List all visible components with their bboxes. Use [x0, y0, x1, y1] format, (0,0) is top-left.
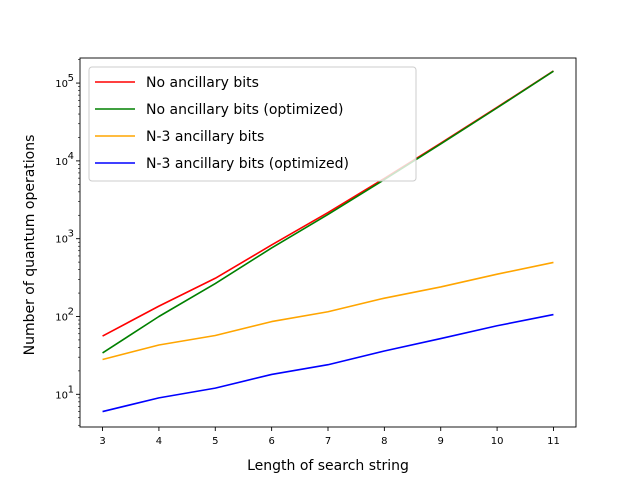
series-line-2 [102, 70, 554, 354]
legend: No ancillary bits No ancillary bits (opti… [88, 66, 417, 182]
x-tick-label-7: 7 [325, 436, 331, 447]
x-axis-label: Length of search string [247, 458, 409, 474]
legend-label-2: No ancillary bits (optimized) [146, 102, 344, 118]
x-tick-label-3: 3 [99, 436, 105, 447]
x-tick-label-10: 10 [491, 436, 504, 447]
y-tick-exponent-1e5: 5 [68, 73, 74, 84]
legend-label-1: No ancillary bits [146, 75, 259, 91]
y-tick-exponent-1e2: 2 [68, 306, 74, 317]
plot-area [102, 70, 554, 413]
legend-box [88, 66, 417, 182]
y-tick-label-1e1: 10 [55, 390, 68, 401]
y-tick-exponent-1e3: 3 [68, 229, 74, 240]
x-tick-label-8: 8 [381, 436, 387, 447]
x-tick-label-4: 4 [156, 436, 162, 447]
y-tick-exponent-1e4: 4 [68, 151, 74, 162]
y-tick-label-1e3: 10 [55, 235, 68, 246]
y-tick-exponent-1e1: 1 [68, 384, 74, 395]
legend-label-4: N-3 ancillary bits (optimized) [146, 156, 349, 172]
x-tick-label-6: 6 [268, 436, 274, 447]
y-tick-label-1e5: 10 [55, 79, 68, 90]
legend-label-3: N-3 ancillary bits [146, 129, 264, 145]
x-tick-label-9: 9 [438, 436, 444, 447]
y-tick-label-1e4: 10 [55, 157, 68, 168]
y-tick-label-1e2: 10 [55, 312, 68, 323]
x-tick-label-11: 11 [547, 436, 560, 447]
series-line-3 [102, 261, 554, 361]
y-axis-label: Number of quantum operations [22, 135, 38, 356]
x-tick-label-5: 5 [212, 436, 218, 447]
series-line-4 [102, 313, 554, 413]
